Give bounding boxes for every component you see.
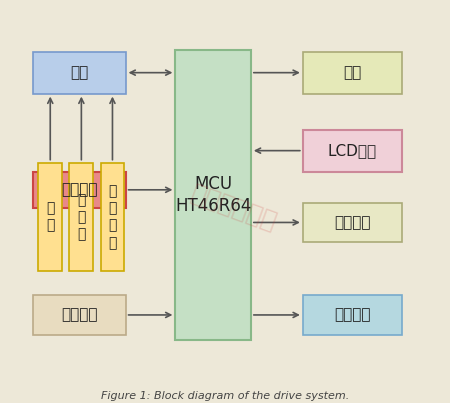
Text: 行程计量: 行程计量 (61, 182, 98, 197)
Bar (303, 52, 402, 93)
Text: 复位电路: 复位电路 (334, 215, 371, 230)
Bar (33, 172, 126, 208)
Text: 电源部分: 电源部分 (61, 307, 98, 322)
Text: 仿真系统设计: 仿真系统设计 (187, 181, 280, 235)
Bar (33, 52, 126, 93)
Text: 电机: 电机 (70, 65, 88, 80)
Text: 制
动
刹
车: 制 动 刹 车 (108, 184, 117, 250)
Text: LCD显示: LCD显示 (328, 143, 377, 158)
Bar (33, 295, 126, 335)
Bar (303, 130, 402, 172)
Bar (38, 163, 62, 272)
Text: 时钟电路: 时钟电路 (334, 307, 371, 322)
Text: Figure 1: Block diagram of the drive system.: Figure 1: Block diagram of the drive sys… (101, 391, 349, 401)
Bar (303, 202, 402, 242)
Bar (69, 163, 93, 272)
Text: 键盘: 键盘 (343, 65, 361, 80)
Bar (176, 50, 251, 340)
Bar (101, 163, 124, 272)
Text: 正
反
转: 正 反 转 (77, 193, 86, 241)
Bar (303, 295, 402, 335)
Text: MCU
HT46R64: MCU HT46R64 (175, 175, 251, 215)
Text: 调
整: 调 整 (46, 202, 54, 233)
